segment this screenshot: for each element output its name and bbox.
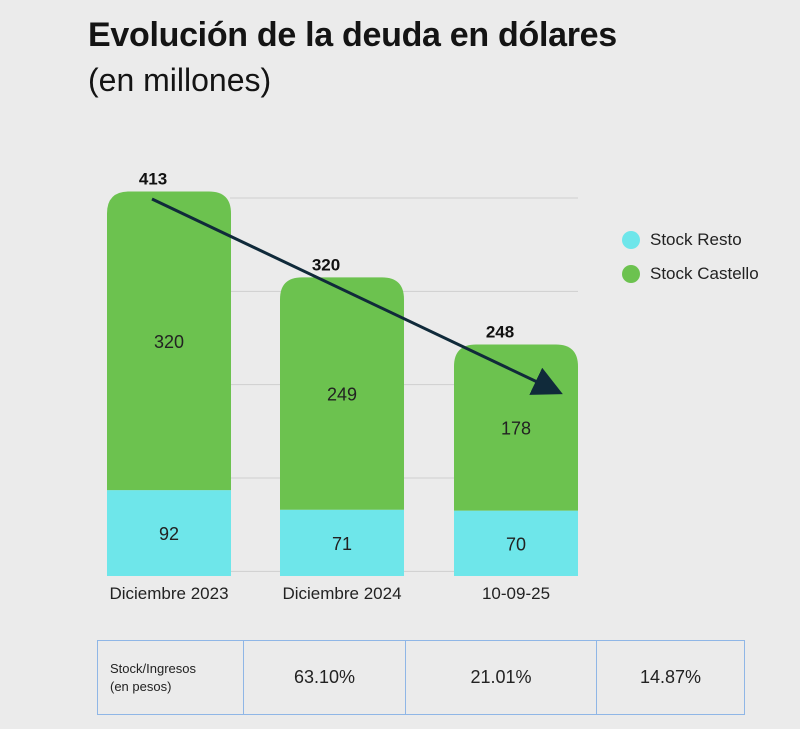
x-tick-label-1: Diciembre 2024 — [282, 584, 401, 603]
data-label-castello-1: 249 — [327, 385, 357, 405]
ratio-label-line2: (en pesos) — [110, 678, 172, 694]
legend-label-castello: Stock Castello — [650, 264, 759, 283]
ratio-value-2024: 21.01% — [405, 640, 597, 715]
chart-subtitle: (en millones) — [88, 62, 272, 98]
legend-swatch-castello — [622, 265, 640, 283]
chart-title: Evolución de la deuda en dólares — [88, 16, 617, 54]
ratio-table: Stock/Ingresos (en pesos) 63.10% 21.01% … — [97, 640, 745, 715]
ratio-value-2023: 63.10% — [243, 640, 406, 715]
legend: Stock Resto Stock Castello — [622, 230, 759, 298]
bar-castello-1 — [280, 277, 404, 510]
ratio-label-cell: Stock/Ingresos (en pesos) — [97, 640, 244, 715]
data-label-resto-1: 71 — [332, 534, 352, 554]
data-label-castello-2: 178 — [501, 419, 531, 439]
data-label-resto-0: 92 — [159, 524, 179, 544]
bar-resto-1 — [280, 509, 404, 576]
ratio-row: Stock/Ingresos (en pesos) 63.10% 21.01% … — [97, 640, 745, 715]
total-label-2: 248 — [486, 323, 514, 342]
legend-label-resto: Stock Resto — [650, 230, 742, 249]
data-label-resto-2: 70 — [506, 534, 526, 554]
ratio-value-2025: 14.87% — [596, 640, 745, 715]
bar-resto-0 — [107, 490, 231, 576]
ratio-label-line1: Stock/Ingresos — [110, 660, 196, 676]
x-tick-label-0: Diciembre 2023 — [109, 584, 228, 603]
legend-swatch-resto — [622, 231, 640, 249]
bar-castello-0 — [107, 191, 231, 491]
x-tick-label-2: 10-09-25 — [482, 584, 550, 603]
total-label-0: 413 — [139, 169, 167, 188]
legend-item-resto: Stock Resto — [622, 230, 759, 250]
stacked-bar-chart: 92 320 413 Diciembre 2023 71 249 320 Diciembre … — [107, 169, 578, 603]
bar-resto-2 — [454, 510, 578, 576]
legend-item-castello: Stock Castello — [622, 264, 759, 284]
total-label-1: 320 — [312, 255, 340, 274]
data-label-castello-0: 320 — [154, 332, 184, 352]
trend-arrow — [151, 197, 563, 395]
